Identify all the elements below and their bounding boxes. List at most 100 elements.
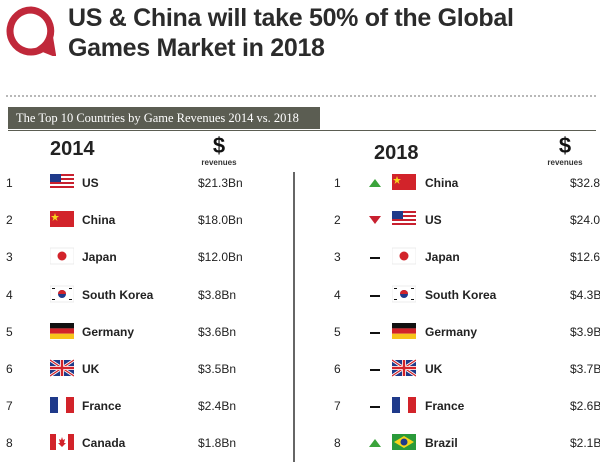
table-row: 7 France $2.4Bn <box>6 391 296 421</box>
germany-flag-icon <box>392 322 416 339</box>
country-name: Japan <box>425 250 460 265</box>
rank-number: 4 <box>6 287 13 302</box>
revenue-value: $24.0Bn <box>570 213 600 228</box>
country-name: South Korea <box>425 287 497 302</box>
country-name: Germany <box>82 324 135 339</box>
right-revenue-header: $ revenues <box>540 134 590 168</box>
germany-flag-icon <box>50 322 74 339</box>
country-name: UK <box>82 362 100 376</box>
revenue-value: $2.4Bn <box>198 399 237 414</box>
revenue-value: $3.8Bn <box>198 287 237 302</box>
country-name: US <box>425 213 442 228</box>
table-row: 4 South Korea $3.8Bn <box>6 280 296 310</box>
revenue-value: $4.3Bn <box>570 287 600 302</box>
rank-number: 7 <box>6 399 13 414</box>
country-name: Brazil <box>425 436 458 451</box>
revenue-value: $3.9Bn <box>570 324 600 339</box>
band-underline <box>8 130 596 131</box>
rank-number: 6 <box>334 362 341 376</box>
revenue-value: $2.1Bn <box>570 436 600 451</box>
rank-number: 1 <box>6 176 13 190</box>
rank-number: 2 <box>334 213 341 228</box>
south-korea-flag-icon <box>50 285 74 302</box>
country-name: Germany <box>425 324 478 339</box>
revenue-value: $12.0Bn <box>198 250 243 265</box>
revenue-value: $21.3Bn <box>198 176 243 190</box>
revenue-value: $32.8Bn <box>570 176 600 190</box>
table-row: 8 Canada $1.8Bn <box>6 428 296 458</box>
country-name: South Korea <box>82 287 154 302</box>
table-row: 6 UK $3.5Bn <box>6 354 296 384</box>
uk-flag-icon <box>50 358 74 378</box>
table-row: 3 Japan $12.0Bn <box>6 242 296 272</box>
south-korea-flag-icon <box>392 285 416 302</box>
table-row: 2 China $18.0Bn <box>6 205 296 235</box>
brazil-flag-icon <box>392 434 416 451</box>
rank-number: 8 <box>334 436 341 451</box>
trend-same-icon <box>370 257 380 260</box>
france-flag-icon <box>50 397 74 414</box>
title-line-1: US & China will take 50% of the Global <box>68 4 514 32</box>
table-row: 3 Japan $12.6Bn <box>334 242 600 272</box>
country-name: Canada <box>82 436 126 451</box>
table-row: 2 US $24.0Bn <box>334 205 600 235</box>
trend-up-icon <box>369 439 381 448</box>
country-name: France <box>425 399 465 414</box>
trend-same-icon <box>370 331 380 334</box>
rank-number: 3 <box>6 250 13 265</box>
table-row: 5 Germany $3.6Bn <box>6 317 296 347</box>
china-flag-icon <box>50 211 74 228</box>
revenue-label: revenues <box>547 158 583 167</box>
japan-flag-icon <box>392 248 416 265</box>
left-year-heading: 2014 <box>50 138 95 160</box>
country-name: China <box>82 213 116 228</box>
canada-flag-icon <box>50 434 74 451</box>
rank-number: 3 <box>334 250 341 265</box>
country-name: US <box>82 176 99 190</box>
left-revenue-header: $ revenues <box>194 134 244 168</box>
china-flag-icon <box>392 174 416 190</box>
table-row: 8 Brazil $2.1Bn <box>334 428 600 458</box>
section-band: The Top 10 Countries by Game Revenues 20… <box>8 107 320 129</box>
revenue-value: $18.0Bn <box>198 213 243 228</box>
dollar-icon: $ <box>558 133 572 158</box>
rank-number: 5 <box>334 324 341 339</box>
country-name: Japan <box>82 250 117 265</box>
country-name: France <box>82 399 122 414</box>
revenue-value: $12.6Bn <box>570 250 600 265</box>
revenue-value: $3.5Bn <box>198 362 237 376</box>
page-title: US & China will take 50% of the Global G… <box>68 3 588 63</box>
rank-number: 1 <box>334 176 341 190</box>
table-row: 7 France $2.6Bn <box>334 391 600 421</box>
revenue-value: $2.6Bn <box>570 399 600 414</box>
revenue-value: $3.7Bn <box>570 362 600 376</box>
table-row: 5 Germany $3.9Bn <box>334 317 600 347</box>
dollar-icon: $ <box>212 133 226 158</box>
table-row: 6 UK $3.7Bn <box>334 354 600 384</box>
trend-same-icon <box>370 294 380 297</box>
dotted-divider <box>6 95 596 97</box>
trend-same-icon <box>370 369 380 371</box>
rank-number: 7 <box>334 399 341 414</box>
rank-number: 4 <box>334 287 341 302</box>
column-divider <box>293 172 295 462</box>
country-name: China <box>425 176 459 190</box>
revenue-label: revenues <box>201 158 237 167</box>
country-name: UK <box>425 362 443 376</box>
title-line-2: Games Market in 2018 <box>68 34 325 62</box>
japan-flag-icon <box>50 248 74 265</box>
rank-number: 8 <box>6 436 13 451</box>
trend-up-icon <box>369 179 381 187</box>
france-flag-icon <box>392 397 416 414</box>
trend-same-icon <box>370 406 380 409</box>
us-flag-icon <box>50 174 74 190</box>
us-flag-icon <box>392 211 416 228</box>
right-year-heading: 2018 <box>374 142 419 164</box>
rank-number: 5 <box>6 324 13 339</box>
trend-down-icon <box>369 216 381 225</box>
uk-flag-icon <box>392 358 416 378</box>
table-row: 4 South Korea $4.3Bn <box>334 280 600 310</box>
speech-bubble-logo-icon <box>6 6 56 56</box>
table-row: 1 China $32.8Bn <box>334 168 600 198</box>
rank-number: 6 <box>6 362 13 376</box>
